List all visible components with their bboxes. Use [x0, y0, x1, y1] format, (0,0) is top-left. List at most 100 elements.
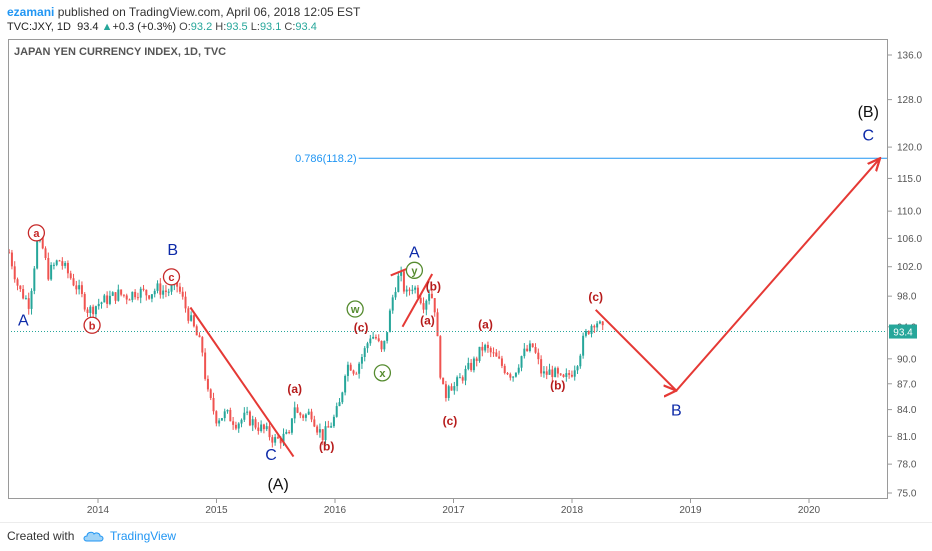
y-tick-label: 115.0 [897, 174, 922, 185]
x-tick-label: 2017 [442, 505, 465, 516]
candle-body [341, 392, 344, 403]
candle-body [596, 323, 599, 328]
change-value: +0.3 (+0.3%) [112, 21, 177, 33]
candle-body [218, 420, 221, 424]
candle-body [598, 321, 601, 324]
candle-body [142, 288, 145, 290]
candle-body [411, 289, 414, 291]
candle-body [248, 411, 251, 426]
wave-labels: a A b Bc (a) (b) C (A) w (c) x Ay (b) (a) (a) (c) (b) (c)… [18, 104, 879, 493]
candle-body [262, 424, 265, 430]
candle-body [195, 326, 198, 336]
candle-body [428, 293, 431, 301]
chart-header: ezamani published on TradingView.com, Ap… [0, 0, 932, 38]
candle-body [433, 298, 436, 313]
candle-body [150, 294, 153, 299]
candle-body [265, 426, 268, 430]
candle-body [400, 271, 403, 276]
candle-body [134, 291, 137, 298]
candle-body [388, 310, 391, 333]
candle-body [78, 285, 81, 290]
y-tick-label: 98.0 [897, 292, 917, 303]
candle-body [439, 336, 442, 378]
wave-line-projection [594, 158, 880, 390]
candle-body [363, 348, 366, 358]
candle-body [36, 241, 39, 269]
candle-body [481, 346, 484, 351]
candle-body [153, 290, 156, 295]
candle-body [187, 308, 190, 321]
candle-body [89, 306, 92, 313]
candle-body [24, 298, 27, 300]
publish-line: ezamani published on TradingView.com, Ap… [7, 5, 360, 19]
candle-body [304, 414, 307, 418]
candle-body [33, 268, 36, 291]
candle-body [190, 315, 193, 321]
candle-body [548, 369, 551, 375]
candle-body [458, 377, 461, 379]
candle-body [120, 289, 123, 295]
candle-body [324, 426, 327, 441]
candle-body [478, 346, 481, 361]
candle-body [198, 335, 201, 338]
wave-line-top [390, 267, 409, 277]
candle-body [489, 348, 492, 353]
candle-body [55, 260, 58, 265]
tradingview-brand[interactable]: TradingView [110, 529, 177, 543]
candle-body [257, 427, 260, 431]
candle-body [316, 426, 319, 433]
x-tick-label: 2019 [679, 505, 702, 516]
last-price-tag [889, 324, 917, 339]
wave-label: A [18, 313, 29, 330]
candle-body [486, 344, 489, 349]
candle-body [318, 429, 321, 433]
y-tick-label: 87.0 [897, 379, 917, 390]
candle-body [542, 371, 545, 374]
candle-body [562, 374, 565, 377]
wave-label: (b) [319, 440, 334, 454]
candle-body [338, 402, 341, 407]
candle-body [475, 358, 478, 361]
candle-body [106, 295, 109, 304]
tradingview-cloud-icon [83, 531, 104, 542]
candle-body [506, 372, 509, 375]
candle-body [349, 364, 352, 371]
candle-body [237, 423, 240, 429]
wave-label: y [411, 265, 418, 277]
wave-label: b [89, 320, 96, 332]
candle-body [204, 352, 207, 379]
candle-body [310, 411, 313, 420]
wave-circle [373, 364, 392, 382]
candle-body [321, 429, 324, 441]
candle-body [327, 426, 330, 428]
candle-body [352, 370, 355, 374]
candle-body [145, 289, 148, 296]
candle-body [531, 343, 534, 348]
x-tick-label: 2015 [205, 505, 228, 516]
candle-body [41, 230, 44, 249]
y-tick-label: 75.0 [897, 489, 917, 500]
candle-body [402, 271, 405, 292]
candle-body [44, 248, 47, 258]
fib-label: 0.786(118.2) [295, 153, 357, 165]
candle-body [394, 291, 397, 298]
high-label: H: [215, 21, 227, 33]
author-link[interactable]: ezamani [7, 5, 55, 19]
candle-body [22, 289, 25, 299]
candle-body [162, 290, 165, 295]
candle-body [97, 303, 100, 307]
candle-body [383, 340, 386, 350]
candle-body [461, 377, 464, 381]
candle-body [30, 290, 33, 309]
candle-body [472, 358, 475, 371]
wave-label: (B) [858, 104, 879, 121]
candle-body [587, 331, 590, 334]
candle-body [61, 261, 64, 266]
wave-label: (a) [420, 314, 435, 328]
candle-body [201, 337, 204, 353]
candle-body [220, 418, 223, 421]
candle-body [307, 411, 310, 415]
open-label: O: [179, 21, 191, 33]
candle-body [523, 348, 526, 357]
